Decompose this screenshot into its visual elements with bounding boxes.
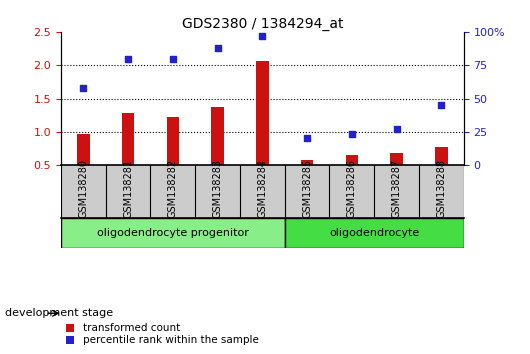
Bar — [435, 147, 448, 165]
Point — [392, 126, 401, 132]
Bar — [77, 134, 90, 165]
Bar — [61, 218, 285, 248]
Bar — [285, 218, 464, 248]
Point — [258, 33, 267, 39]
Bar — [256, 61, 269, 165]
Point — [348, 132, 356, 137]
Bar — [122, 113, 134, 165]
Bar — [211, 107, 224, 165]
Point — [303, 136, 311, 141]
Point — [124, 56, 132, 61]
Bar — [166, 117, 179, 165]
Bar — [346, 155, 358, 165]
Legend: transformed count, percentile rank within the sample: transformed count, percentile rank withi… — [66, 323, 259, 345]
Point — [169, 56, 177, 61]
Text: oligodendrocyte: oligodendrocyte — [329, 228, 419, 238]
Bar — [301, 160, 313, 165]
Point — [214, 45, 222, 51]
Bar — [391, 153, 403, 165]
Point — [79, 85, 87, 91]
Text: oligodendrocyte progenitor: oligodendrocyte progenitor — [97, 228, 249, 238]
Title: GDS2380 / 1384294_at: GDS2380 / 1384294_at — [182, 17, 343, 31]
Point — [437, 102, 446, 108]
Text: development stage: development stage — [5, 308, 113, 318]
